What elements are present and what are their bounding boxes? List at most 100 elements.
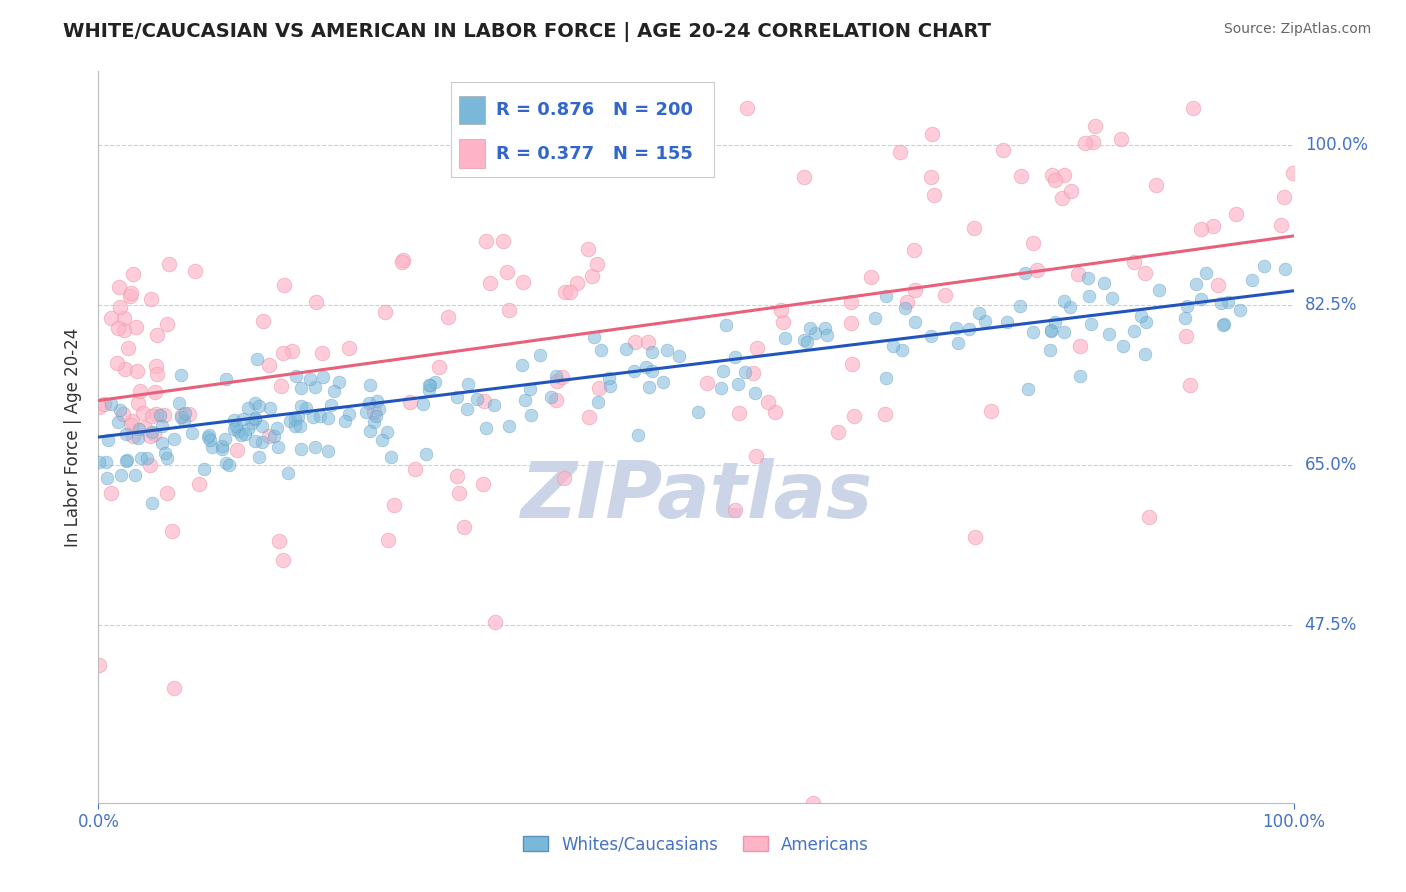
Point — [484, 615, 506, 629]
Point — [578, 242, 600, 256]
Point — [232, 412, 254, 426]
Point — [359, 378, 381, 392]
Point — [112, 408, 135, 422]
Point — [814, 321, 837, 335]
Point — [637, 334, 659, 349]
Point — [495, 265, 517, 279]
Point — [465, 392, 488, 406]
Point — [87, 401, 110, 415]
Point — [1270, 218, 1292, 232]
Point — [226, 424, 249, 438]
Point — [728, 406, 751, 420]
Point — [129, 451, 152, 466]
Point — [1133, 347, 1156, 361]
Point — [115, 427, 138, 442]
Point — [763, 404, 786, 418]
Point — [246, 351, 269, 366]
Point — [515, 393, 537, 408]
Point — [243, 434, 266, 449]
Point — [214, 432, 236, 446]
Point — [472, 477, 495, 491]
Point — [218, 458, 240, 472]
Point — [167, 396, 190, 410]
Point — [747, 342, 769, 356]
Point — [259, 401, 281, 415]
Point — [97, 433, 120, 447]
Text: WHITE/CAUCASIAN VS AMERICAN IN LABOR FORCE | AGE 20-24 CORRELATION CHART: WHITE/CAUCASIAN VS AMERICAN IN LABOR FOR… — [63, 22, 991, 42]
Point — [143, 427, 166, 442]
Point — [252, 434, 274, 449]
Point — [1282, 166, 1305, 180]
Point — [614, 343, 637, 357]
Point — [1274, 189, 1296, 203]
Point — [1208, 277, 1230, 292]
Point — [281, 343, 304, 358]
Point — [1109, 132, 1132, 146]
Point — [756, 395, 779, 409]
Point — [560, 285, 582, 299]
Point — [865, 311, 887, 326]
Point — [882, 339, 904, 353]
Point — [711, 364, 734, 378]
Point — [132, 406, 155, 420]
Point — [519, 409, 541, 423]
Point — [108, 403, 131, 417]
Point — [1189, 222, 1212, 236]
Point — [1010, 299, 1032, 313]
Point — [1014, 266, 1036, 280]
Point — [551, 370, 574, 384]
Point — [162, 524, 184, 538]
Point — [270, 379, 292, 393]
Point — [359, 425, 381, 439]
Point — [724, 350, 747, 364]
Point — [141, 496, 163, 510]
Point — [710, 381, 733, 395]
Point — [269, 534, 291, 549]
Point — [519, 382, 541, 396]
Point — [1077, 271, 1099, 285]
Point — [328, 376, 350, 390]
Point — [304, 380, 326, 394]
Point — [546, 393, 568, 408]
Point — [243, 412, 266, 426]
Point — [827, 425, 849, 439]
Point — [271, 553, 294, 567]
Point — [742, 367, 765, 381]
Point — [87, 455, 110, 469]
Point — [921, 128, 943, 142]
Point — [894, 301, 917, 316]
Point — [226, 442, 249, 457]
Point — [775, 331, 797, 345]
Point — [304, 440, 326, 454]
Point — [1043, 315, 1066, 329]
Point — [1101, 291, 1123, 305]
Point — [980, 404, 1002, 418]
Point — [284, 419, 307, 434]
Point — [623, 364, 645, 378]
Point — [1212, 318, 1234, 332]
Point — [1133, 266, 1156, 280]
Point — [305, 295, 328, 310]
Point — [934, 288, 956, 302]
Point — [636, 360, 658, 375]
Point — [215, 372, 238, 386]
Point — [184, 264, 207, 278]
Point — [288, 419, 311, 434]
Point — [578, 410, 600, 425]
Point — [127, 396, 149, 410]
Point — [266, 421, 288, 435]
Point — [107, 321, 129, 335]
Point — [115, 454, 138, 468]
Point — [859, 270, 882, 285]
Point — [247, 450, 270, 464]
Point — [599, 378, 621, 392]
Point — [1185, 277, 1208, 291]
Point — [478, 276, 501, 290]
Point — [724, 503, 747, 517]
Point — [354, 405, 377, 419]
Point — [120, 288, 142, 302]
Point — [277, 466, 299, 480]
Point — [418, 383, 440, 397]
Point — [839, 294, 862, 309]
Point — [457, 377, 479, 392]
